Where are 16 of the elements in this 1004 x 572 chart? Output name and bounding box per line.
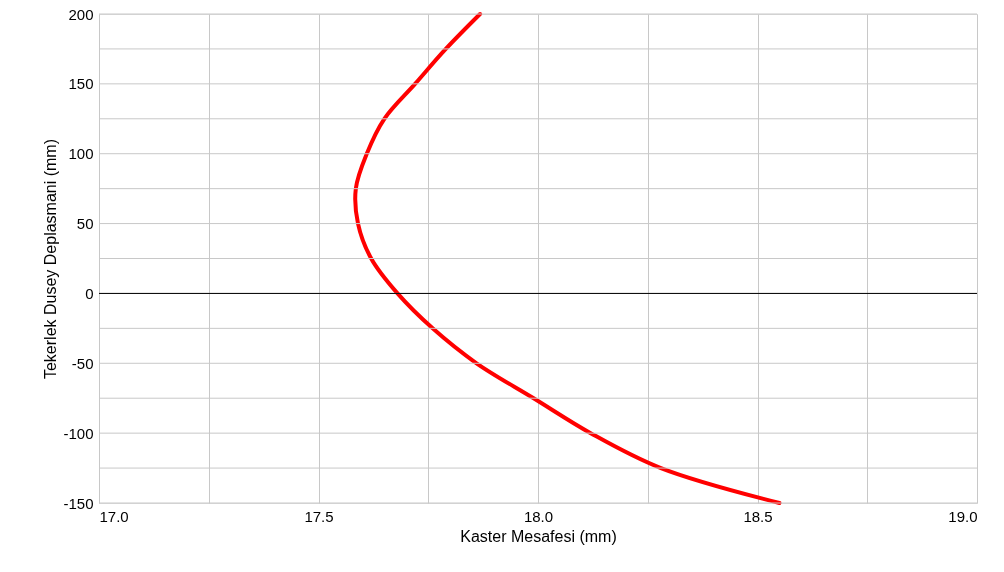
y-tick-label: 150 — [68, 75, 94, 93]
y-tick-label: -50 — [71, 354, 94, 372]
x-tick-label: 18.0 — [523, 507, 554, 525]
line-series — [353, 12, 782, 505]
x-axis-title: Kaster Mesafesi (mm) — [460, 527, 617, 545]
x-tick-label: 19.0 — [948, 507, 978, 525]
y-tick-label: 50 — [76, 215, 94, 233]
y-tick-label: 200 — [68, 5, 94, 23]
y-tick-label: 100 — [68, 145, 94, 163]
y-tick-label: 0 — [85, 284, 94, 302]
x-tick-label: 17.0 — [99, 507, 129, 525]
y-tick-label: -150 — [63, 494, 94, 512]
x-tick-label: 18.5 — [743, 507, 773, 525]
y-axis-title: Tekerlek Dusey Deplasmani (mm) — [42, 138, 60, 380]
y-tick-label: -100 — [63, 424, 94, 442]
x-tick-label: 17.5 — [304, 507, 334, 525]
